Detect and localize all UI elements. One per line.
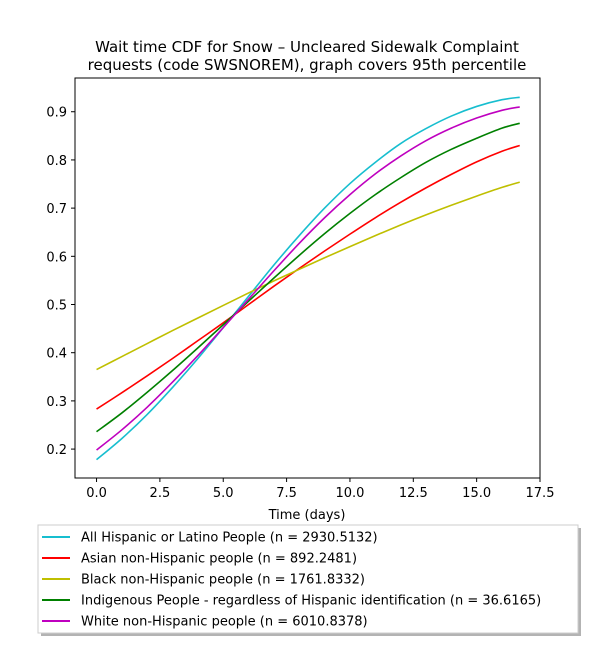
y-tick-label: 0.5 — [46, 299, 67, 314]
series-line-4 — [96, 122, 520, 433]
legend-entry-4: Indigenous People - regardless of Hispan… — [81, 594, 541, 609]
y-tick-label: 0.3 — [46, 395, 67, 410]
series-line-2 — [96, 144, 520, 410]
y-tick-label: 0.9 — [46, 106, 67, 121]
y-tick-label: 0.7 — [46, 202, 67, 217]
legend-entry-2: Asian non-Hispanic people (n = 892.2481) — [81, 552, 357, 567]
y-tick-label: 0.2 — [46, 443, 67, 458]
x-tick-label: 5.0 — [213, 486, 234, 501]
x-tick-label: 0.0 — [86, 486, 107, 501]
series-line-1 — [96, 96, 520, 461]
x-tick-label: 2.5 — [150, 486, 171, 501]
ticks-layer: 0.0 2.5 5.0 7.5 10.0 12.5 15.0 17.5 0.2 0.3 0.4 0.5… — [46, 106, 554, 501]
x-tick-label: 7.5 — [276, 486, 297, 501]
x-tick-label: 10.0 — [335, 486, 364, 501]
x-tick-label: 15.0 — [462, 486, 491, 501]
series-line-5 — [96, 106, 520, 451]
legend-entry-1: All Hispanic or Latino People (n = 2930.… — [81, 531, 378, 546]
y-tick-label: 0.4 — [46, 347, 67, 362]
chart-title-line-1: Wait time CDF for Snow – Uncleared Sidew… — [95, 38, 519, 56]
x-axis-label: Time (days) — [268, 508, 346, 523]
legend-items: All Hispanic or Latino People (n = 2930.… — [42, 531, 541, 630]
legend-box — [37, 524, 579, 634]
legend-entry-5: White non-Hispanic people (n = 6010.8378… — [81, 615, 368, 630]
plot-frame — [74, 77, 541, 479]
series-line-3 — [96, 181, 520, 371]
legend-entry-3: Black non-Hispanic people (n = 1761.8332… — [81, 573, 365, 588]
series-layer — [96, 96, 520, 461]
y-tick-label: 0.6 — [46, 250, 67, 265]
y-tick-label: 0.8 — [46, 154, 67, 169]
chart-title-line-2: requests (code SWSNOREM), graph covers 9… — [88, 56, 527, 74]
legend: All Hispanic or Latino People (n = 2930.… — [37, 524, 581, 636]
x-tick-label: 12.5 — [399, 486, 428, 501]
x-tick-label: 17.5 — [526, 486, 555, 501]
